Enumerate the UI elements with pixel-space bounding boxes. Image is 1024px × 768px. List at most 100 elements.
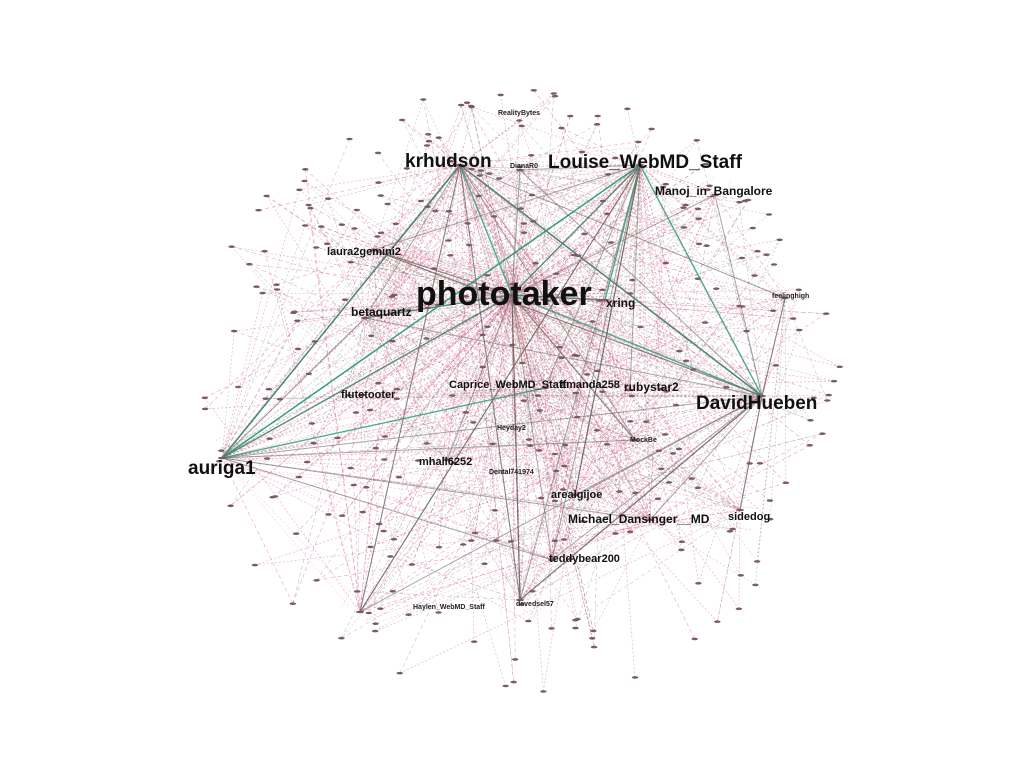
graph-node xyxy=(517,207,525,210)
graph-edge xyxy=(364,263,536,319)
graph-edge xyxy=(696,140,763,397)
graph-edge xyxy=(531,194,716,592)
graph-edge xyxy=(510,395,763,542)
graph-node xyxy=(544,299,552,302)
graph-node xyxy=(518,124,525,128)
graph-edge xyxy=(340,294,513,609)
graph-edge xyxy=(544,209,703,389)
graph-node xyxy=(631,438,639,442)
graph-node xyxy=(516,598,524,602)
graph-edge xyxy=(221,387,546,459)
graph-node xyxy=(579,520,586,523)
graph-edge xyxy=(523,171,763,397)
graph-edge xyxy=(459,164,540,451)
graph-node xyxy=(294,347,302,351)
graph-node xyxy=(432,209,439,213)
graph-node xyxy=(384,202,391,206)
graph-edge xyxy=(649,519,756,586)
graph-node xyxy=(711,193,719,197)
graph-node xyxy=(375,181,382,184)
graph-node xyxy=(525,619,532,623)
graph-edge xyxy=(471,389,631,541)
graph-edge xyxy=(231,246,763,397)
graph-edge xyxy=(308,373,448,461)
graph-node xyxy=(807,419,814,422)
node-label-mockbe: MockBe xyxy=(630,437,657,444)
node-label-betaquartz: betaquartz xyxy=(351,305,412,319)
graph-node xyxy=(424,306,431,310)
graph-node xyxy=(391,293,398,297)
graph-edge xyxy=(508,275,651,521)
graph-node xyxy=(350,483,357,487)
graph-node xyxy=(562,443,569,447)
graph-edge xyxy=(459,164,727,388)
graph-edge xyxy=(351,395,448,461)
graph-edge xyxy=(544,164,641,389)
graph-edge xyxy=(438,294,513,548)
graph-edge xyxy=(361,394,454,464)
graph-node xyxy=(509,343,516,347)
graph-node xyxy=(693,139,700,142)
graph-node xyxy=(434,303,441,307)
graph-edge xyxy=(474,294,513,533)
graph-node xyxy=(532,262,539,265)
graph-node xyxy=(790,317,797,320)
graph-edge xyxy=(364,317,571,560)
graph-edge xyxy=(398,164,641,478)
graph-edge xyxy=(295,294,513,534)
graph-edge xyxy=(511,294,562,358)
graph-node xyxy=(551,499,559,503)
graph-node xyxy=(520,231,528,234)
graph-node xyxy=(558,126,565,130)
graph-node xyxy=(572,626,579,630)
graph-edge xyxy=(314,341,448,461)
graph-edge xyxy=(604,299,667,392)
graph-node xyxy=(571,493,579,497)
graph-node xyxy=(339,514,346,517)
graph-edge xyxy=(341,395,763,639)
graph-node xyxy=(263,194,270,198)
graph-node xyxy=(729,527,736,531)
graph-node xyxy=(497,93,504,97)
graph-edge xyxy=(238,164,641,388)
graph-edge xyxy=(372,249,560,348)
graph-edge xyxy=(492,294,513,444)
graph-node xyxy=(489,442,496,446)
graph-edge xyxy=(399,164,641,674)
graph-edge xyxy=(521,494,576,605)
graph-node xyxy=(694,207,702,211)
graph-edge xyxy=(522,164,641,364)
graph-edge xyxy=(459,164,740,203)
graph-node xyxy=(435,611,442,614)
graph-edge xyxy=(471,168,636,441)
graph-node xyxy=(465,243,473,247)
graph-edge xyxy=(350,261,513,296)
graph-node xyxy=(830,379,838,383)
graph-edge xyxy=(395,164,461,225)
graph-node xyxy=(571,353,578,357)
graph-node xyxy=(390,538,398,541)
graph-node xyxy=(628,394,635,398)
graph-edge xyxy=(511,294,670,483)
graph-node xyxy=(746,462,753,465)
graph-edge xyxy=(634,439,674,454)
graph-node xyxy=(246,262,253,266)
graph-node xyxy=(305,372,312,376)
graph-edge xyxy=(511,294,516,660)
graph-edge xyxy=(395,223,513,296)
graph-edge xyxy=(761,289,799,397)
graph-edge xyxy=(511,294,744,517)
graph-edge xyxy=(649,410,745,521)
graph-node xyxy=(475,194,482,198)
graph-node xyxy=(695,582,702,585)
graph-edge xyxy=(359,296,393,613)
graph-edge xyxy=(551,478,692,561)
graph-node xyxy=(345,394,352,397)
graph-edge xyxy=(221,392,576,459)
graph-edge xyxy=(459,164,521,601)
node-label-davidhueben: DavidHueben xyxy=(696,393,817,414)
graph-edge xyxy=(446,214,770,461)
graph-edge xyxy=(523,177,546,389)
graph-node xyxy=(836,365,843,369)
graph-node xyxy=(658,387,665,391)
